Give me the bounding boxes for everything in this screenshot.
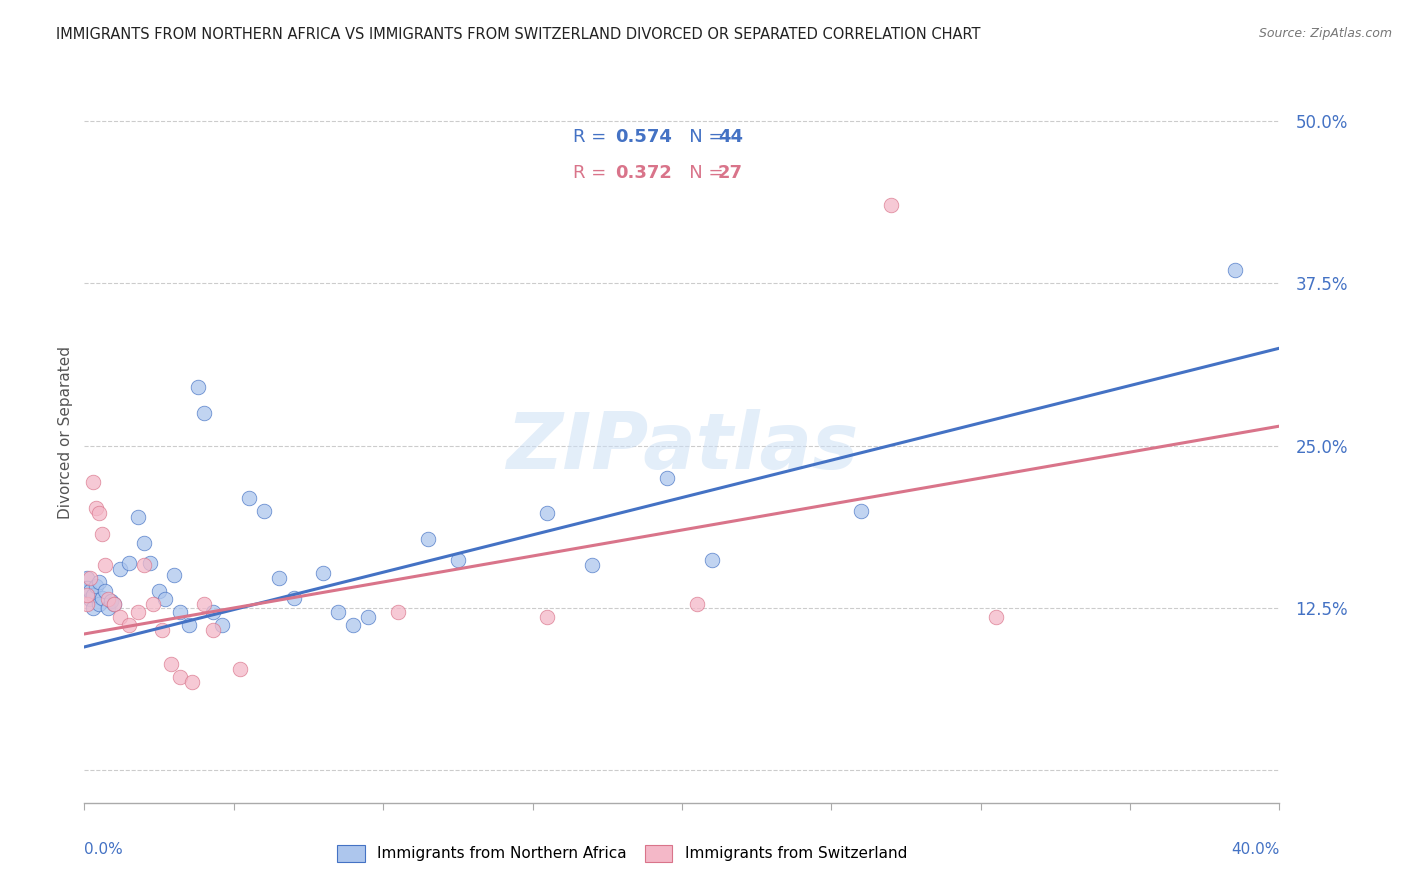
Point [984, 610, 1007, 624]
Point [1223, 263, 1246, 277]
Point [447, 553, 470, 567]
Text: 0.574: 0.574 [616, 128, 672, 146]
Legend: Immigrants from Northern Africa, Immigrants from Switzerland: Immigrants from Northern Africa, Immigra… [329, 838, 915, 869]
Point [118, 556, 141, 570]
Point [91, 527, 114, 541]
Point [100, 594, 122, 608]
Point [86, 500, 108, 515]
Point [193, 406, 215, 420]
Point [312, 566, 335, 580]
Point [86, 579, 108, 593]
Point [89, 506, 111, 520]
Text: R =: R = [574, 128, 612, 146]
Point [187, 380, 209, 394]
Point [177, 618, 200, 632]
Point [357, 610, 380, 624]
Point [686, 597, 709, 611]
Point [163, 568, 186, 582]
Point [253, 503, 276, 517]
Text: 0.372: 0.372 [616, 164, 672, 182]
Point [169, 605, 191, 619]
Text: 40.0%: 40.0% [1232, 842, 1279, 856]
Point [97, 601, 120, 615]
Text: Source: ZipAtlas.com: Source: ZipAtlas.com [1258, 27, 1392, 40]
Text: 0.0%: 0.0% [84, 842, 124, 856]
Point [139, 556, 162, 570]
Point [328, 605, 350, 619]
Point [94, 584, 117, 599]
Point [132, 536, 156, 550]
Point [91, 591, 114, 605]
Point [89, 574, 111, 589]
Text: N =: N = [672, 164, 728, 182]
Point [283, 591, 305, 605]
Point [536, 506, 558, 520]
Point [655, 471, 678, 485]
Point [153, 591, 176, 606]
Point [110, 562, 132, 576]
Point [82, 475, 104, 489]
Point [82, 588, 104, 602]
Y-axis label: Divorced or Separated: Divorced or Separated [58, 346, 73, 519]
Point [132, 558, 156, 573]
Text: 27: 27 [718, 164, 742, 182]
Point [201, 623, 224, 637]
Point [79, 584, 101, 599]
Point [142, 597, 165, 611]
Text: R =: R = [574, 164, 612, 182]
Point [82, 601, 104, 615]
Point [76, 597, 98, 611]
Point [127, 510, 149, 524]
Point [851, 503, 873, 517]
Point [103, 597, 125, 611]
Point [181, 675, 204, 690]
Point [79, 571, 101, 585]
Text: IMMIGRANTS FROM NORTHERN AFRICA VS IMMIGRANTS FROM SWITZERLAND DIVORCED OR SEPAR: IMMIGRANTS FROM NORTHERN AFRICA VS IMMIG… [56, 27, 981, 42]
Point [536, 610, 558, 624]
Point [201, 605, 224, 619]
Point [150, 623, 173, 637]
Text: 44: 44 [718, 128, 742, 146]
Point [79, 591, 101, 606]
Point [416, 532, 439, 546]
Point [267, 571, 290, 585]
Point [700, 553, 723, 567]
Point [169, 670, 191, 684]
Point [89, 597, 111, 611]
Point [160, 657, 183, 671]
Point [118, 618, 141, 632]
Point [238, 491, 260, 505]
Point [581, 558, 603, 573]
Point [76, 571, 98, 585]
Point [127, 605, 149, 619]
Point [76, 588, 98, 602]
Point [103, 597, 125, 611]
Point [94, 558, 117, 573]
Point [97, 591, 120, 606]
Point [110, 610, 132, 624]
Point [342, 618, 364, 632]
Point [76, 582, 98, 596]
Point [193, 597, 215, 611]
Text: ZIPatlas: ZIPatlas [506, 409, 858, 485]
Point [880, 198, 903, 212]
Point [228, 662, 252, 676]
Text: N =: N = [672, 128, 728, 146]
Point [387, 605, 409, 619]
Point [211, 618, 233, 632]
Point [148, 584, 170, 599]
